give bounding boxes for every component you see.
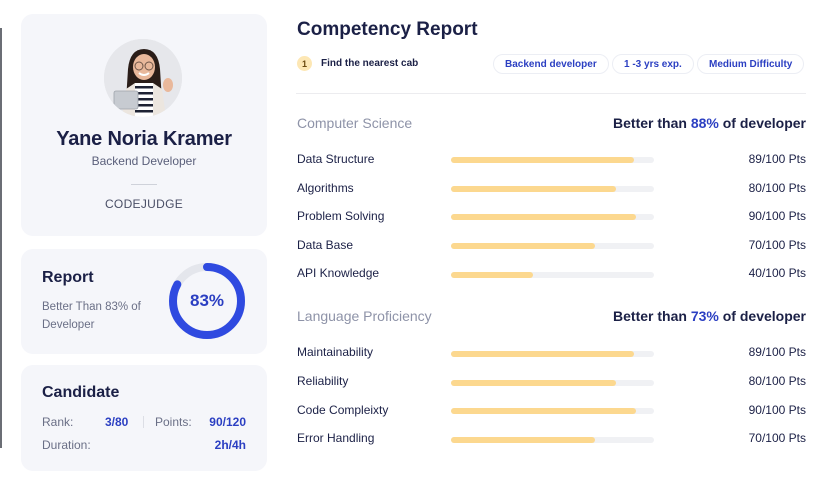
- summary-percent: 88%: [690, 115, 719, 131]
- page-title: Competency Report: [297, 19, 478, 40]
- skill-score: 70/100 Pts: [748, 238, 806, 252]
- person-photo-avatar-icon: [104, 39, 182, 117]
- profile-divider: [131, 184, 157, 185]
- skill-bar: [451, 186, 654, 192]
- skill-bar-fill: [451, 272, 534, 278]
- skill-score: 40/100 Pts: [748, 266, 806, 280]
- skill-bar-fill: [451, 408, 637, 414]
- task-number-badge: 1: [297, 56, 312, 71]
- skill-bar: [451, 272, 654, 278]
- skill-name: Code Compleixty: [297, 403, 389, 417]
- skill-bar: [451, 351, 654, 357]
- summary-percent: 73%: [690, 308, 719, 324]
- tag-difficulty[interactable]: Medium Difficulty: [697, 54, 805, 74]
- organization-label: CODEJUDGE: [104, 197, 184, 211]
- report-percent: 83%: [189, 291, 225, 310]
- report-title: Report: [42, 269, 94, 286]
- skill-score: 80/100 Pts: [748, 374, 806, 388]
- rank-value: 3/80: [105, 415, 129, 429]
- skill-bar-fill: [451, 243, 596, 249]
- skill-score: 89/100 Pts: [748, 345, 806, 359]
- report-card: Report Better Than 83% of Developer 83%: [21, 249, 267, 354]
- skill-bar: [451, 243, 654, 249]
- candidate-name: Yane Noria Kramer: [56, 128, 232, 150]
- stat-separator: [143, 416, 144, 428]
- skill-score: 90/100 Pts: [748, 403, 806, 417]
- candidate-role: Backend Developer: [91, 154, 197, 168]
- skill-bar: [451, 437, 654, 443]
- skill-name: Data Structure: [297, 152, 375, 166]
- report-subtitle: Better Than 83% of Developer: [42, 301, 141, 331]
- skill-bar-fill: [451, 214, 637, 220]
- skill-name: Reliability: [297, 374, 349, 388]
- skill-name: Algorithms: [297, 181, 354, 195]
- candidate-title: Candidate: [42, 384, 120, 401]
- task-title: Find the nearest cab: [321, 58, 419, 69]
- skill-bar-fill: [451, 380, 616, 386]
- section-summary-computer-science: Better than 88% of developer: [613, 115, 806, 131]
- skill-name: Data Base: [297, 238, 354, 252]
- section-title-computer-science: Computer Science: [297, 115, 413, 131]
- progress-ring-icon: [169, 263, 245, 339]
- skill-bar-fill: [451, 157, 635, 163]
- skill-bar: [451, 214, 654, 220]
- skill-score: 90/100 Pts: [748, 209, 806, 223]
- points-value: 90/120: [209, 415, 246, 429]
- skill-bar: [451, 408, 654, 414]
- duration-label: Duration:: [42, 438, 91, 452]
- skill-name: Error Handling: [297, 431, 375, 445]
- skill-score: 70/100 Pts: [748, 431, 806, 445]
- section-title-language-proficiency: Language Proficiency: [297, 308, 432, 324]
- avatar: [104, 39, 182, 117]
- skill-bar-fill: [451, 437, 596, 443]
- section-summary-language-proficiency: Better than 73% of developer: [613, 308, 806, 324]
- skill-bar-fill: [451, 186, 616, 192]
- candidate-card: Candidate Rank: 3/80 Points: 90/120 Dura…: [21, 365, 267, 471]
- summary-prefix: Better than: [613, 115, 691, 131]
- skill-name: Maintainability: [297, 345, 374, 359]
- skill-bar: [451, 157, 654, 163]
- tag-experience[interactable]: 1 -3 yrs exp.: [612, 54, 694, 74]
- summary-prefix: Better than: [613, 308, 691, 324]
- points-label: Points:: [155, 415, 192, 429]
- skill-name: API Knowledge: [297, 266, 380, 280]
- skill-bar: [451, 380, 654, 386]
- duration-value: 2h/4h: [214, 438, 246, 452]
- skill-name: Problem Solving: [297, 209, 385, 223]
- window-edge: [0, 28, 2, 448]
- header-divider: [296, 93, 806, 94]
- summary-suffix: of developer: [718, 115, 806, 131]
- skill-bar-fill: [451, 351, 635, 357]
- summary-suffix: of developer: [718, 308, 806, 324]
- rank-label: Rank:: [42, 415, 74, 429]
- skill-score: 89/100 Pts: [748, 152, 806, 166]
- skill-score: 80/100 Pts: [748, 181, 806, 195]
- tag-role[interactable]: Backend developer: [493, 54, 609, 74]
